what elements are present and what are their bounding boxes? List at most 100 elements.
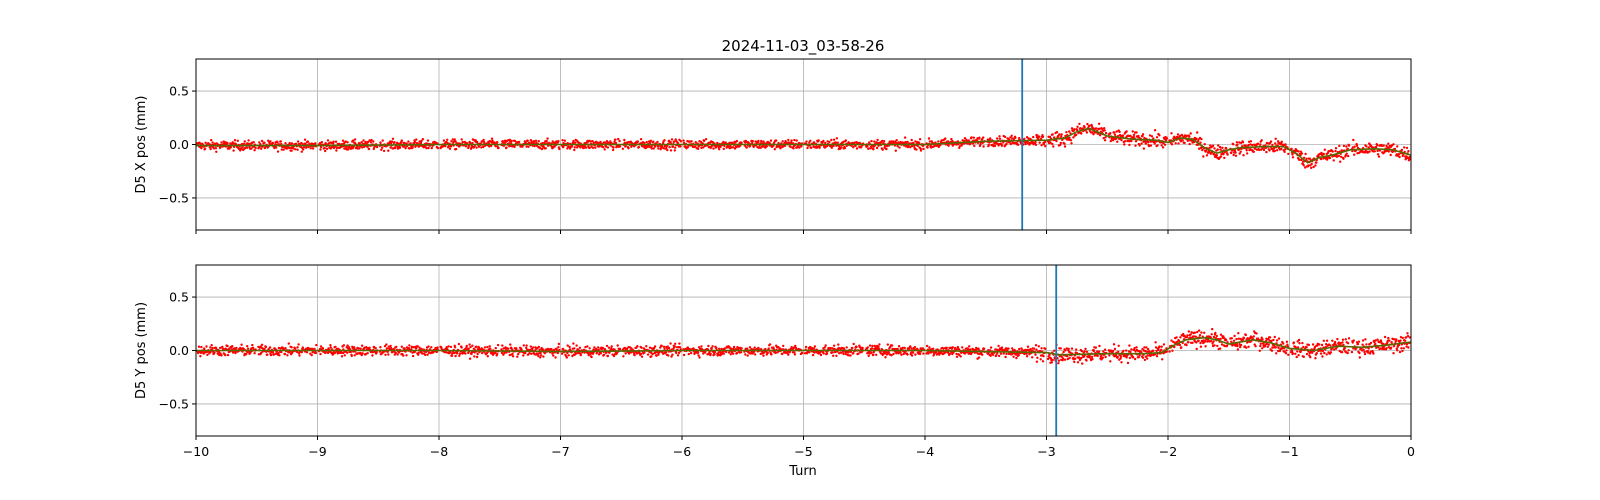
scatter-point [1246,152,1249,155]
scatter-point [319,345,323,348]
scatter-point [1203,331,1206,334]
scatter-point [1389,153,1392,157]
scatter-point [1182,332,1185,336]
scatter-point [873,140,876,143]
scatter-point [1041,360,1045,363]
scatter-point [240,142,244,146]
scatter-point [852,146,855,149]
scatter-point [881,139,884,143]
scatter-point [214,346,218,349]
scatter-point [1278,349,1282,353]
scatter-point [1113,131,1116,134]
scatter-point [537,140,540,143]
scatter-point [1112,343,1116,346]
scatter-point [655,354,658,357]
scatter-point [205,345,208,348]
scatter-point [510,346,513,349]
scatter-point [1141,133,1145,136]
scatter-point [279,140,282,143]
scatter-point [459,352,462,355]
scatter-point [853,141,856,144]
scatter-point [1291,153,1294,156]
scatter-point [1180,346,1183,349]
scatter-point [753,353,757,356]
scatter-point [413,140,417,144]
scatter-point [1315,352,1319,355]
scatter-point [561,347,565,351]
scatter-point [480,146,483,149]
scatter-point [603,148,606,151]
scatter-point [1160,348,1163,351]
scatter-point [1239,343,1243,347]
scatter-point [483,346,487,349]
scatter-point [1135,346,1138,349]
scatter-point [884,356,887,359]
scatter-point [625,347,629,350]
scatter-point [1284,143,1287,146]
scatter-point [529,345,532,348]
scatter-point [1175,340,1179,344]
scatter-point [1337,154,1341,158]
scatter-point [1392,143,1395,146]
scatter-point [400,345,403,348]
scatter-point [360,344,364,347]
scatter-point [1168,350,1171,353]
scatter-point [646,353,650,356]
scatter-point [713,353,716,356]
scatter-point [362,145,366,149]
scatter-point [1032,347,1036,350]
scatter-point [832,354,835,357]
scatter-point [1140,142,1143,145]
scatter-point [855,147,859,150]
scatter-point [1205,154,1209,157]
scatter-point [1274,137,1277,140]
scatter-point [809,139,812,142]
scatter-point [296,148,299,151]
scatter-point [903,346,906,350]
scatter-point [271,141,275,145]
scatter-point [998,135,1001,138]
scatter-point [1252,335,1256,338]
scatter-point [1321,355,1324,358]
scatter-point [871,344,874,348]
scatter-point [1242,336,1246,340]
scatter-point [656,140,659,144]
scatter-point [1372,352,1375,355]
scatter-point [624,347,627,350]
scatter-point [1197,329,1201,332]
scatter-point [1063,358,1067,361]
scatter-point [1031,356,1034,359]
scatter-point [1040,347,1043,350]
scatter-point [953,346,957,350]
scatter-point [252,141,255,144]
scatter-point [834,141,838,144]
scatter-point [989,354,992,357]
scatter-point [925,344,929,348]
scatter-point [1165,137,1169,140]
scatter-point [306,140,310,143]
scatter-point [318,347,322,351]
scatter-point [427,146,430,150]
scatter-point [1358,356,1362,359]
scatter-point [1247,345,1250,348]
scatter-point [290,346,293,349]
scatter-point [1113,347,1117,351]
scatter-point [1218,347,1222,350]
scatter-point [568,345,571,349]
scatter-point [997,354,1001,358]
scatter-point [396,141,399,144]
scatter-point [311,147,315,150]
scatter-point [958,145,961,148]
scatter-point [922,147,925,151]
scatter-point [1059,143,1062,147]
scatter-point [978,136,981,139]
scatter-point [1238,152,1241,155]
scatter-point [305,351,309,354]
scatter-point [1009,136,1012,139]
scatter-point [795,139,798,142]
scatter-point [1285,340,1289,343]
scatter-point [346,141,349,144]
scatter-point [1011,347,1014,350]
scatter-point [310,353,313,357]
scatter-point [866,346,869,349]
